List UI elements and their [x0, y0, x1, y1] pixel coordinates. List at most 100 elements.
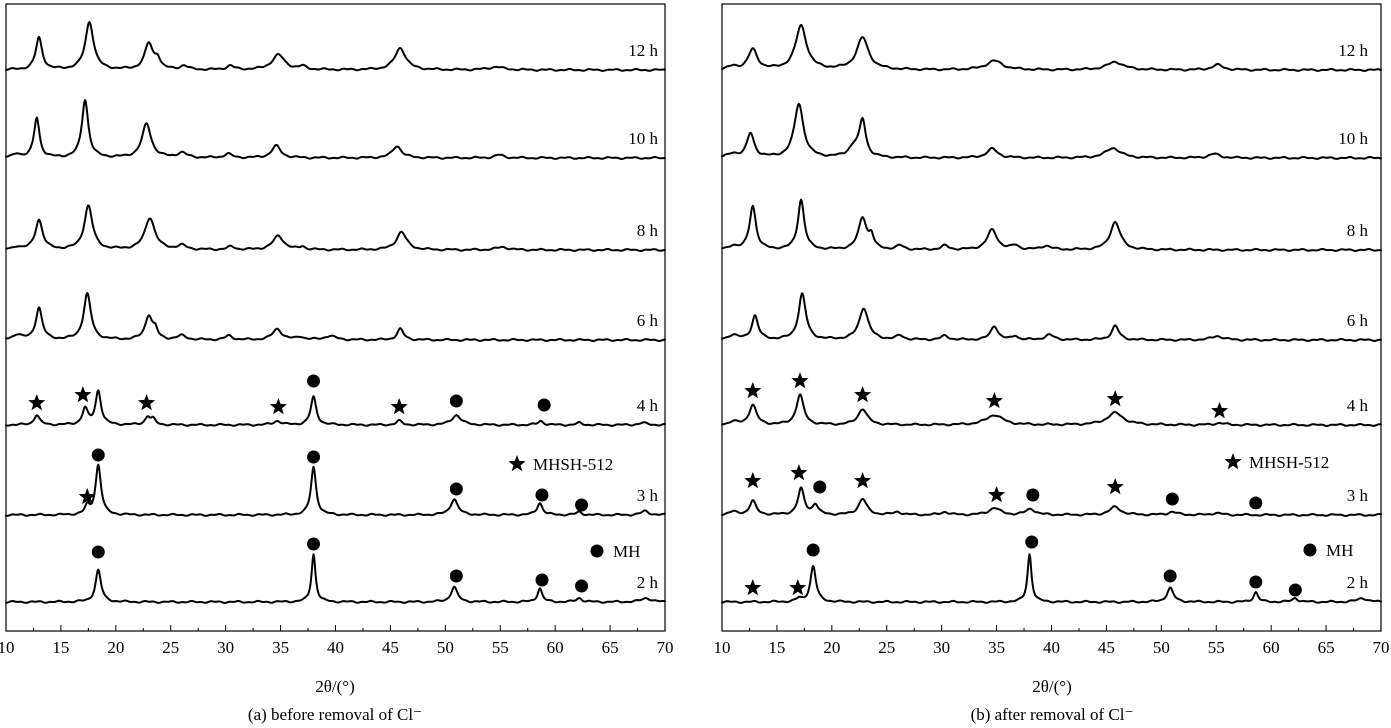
series-labels-b: 12 h 10 h 8 h 6 h 4 h 3 h 2 h — [1338, 41, 1368, 592]
x-tick-label: 20 — [823, 638, 840, 657]
series-label: 3 h — [637, 486, 659, 505]
circle-marker — [91, 545, 105, 559]
panel-after-removal: 10 15 20 25 30 35 40 45 50 55 60 65 70 12 h 10 h 8 h 6 … — [714, 3, 1390, 724]
legend-circle-icon — [590, 544, 604, 558]
series-label: 8 h — [1347, 221, 1369, 240]
panel-before-removal: 10 15 20 25 30 35 40 45 50 55 60 65 70 12 h 10 h 8 h 6 … — [0, 3, 674, 724]
legend-a: MHSH-512 MH — [508, 455, 640, 561]
xrd-trace-2h — [5, 553, 666, 604]
circle-marker — [307, 374, 321, 388]
plot-frame-b — [721, 3, 1382, 632]
legend-circle-icon — [1303, 543, 1317, 557]
xrd-trace-8h — [5, 204, 666, 252]
x-tick-label: 70 — [657, 638, 674, 657]
x-ticks-a: 10 15 20 25 30 35 40 45 50 55 60 65 70 — [0, 625, 674, 657]
x-tick-label: 70 — [1373, 638, 1390, 657]
circle-marker — [537, 398, 551, 412]
x-tick-label: 40 — [1043, 638, 1060, 657]
x-ticks-b: 10 15 20 25 30 35 40 45 50 55 60 65 70 — [714, 625, 1390, 657]
circle-marker — [307, 450, 321, 464]
series-label: 10 h — [1338, 129, 1368, 148]
x-tick-label: 15 — [52, 638, 69, 657]
xrd-trace-10h — [721, 102, 1382, 160]
legend-label: MHSH-512 — [533, 455, 613, 474]
star-marker — [744, 472, 762, 489]
series-label: 4 h — [1347, 396, 1369, 415]
star-marker — [791, 372, 809, 389]
star-marker — [988, 486, 1006, 503]
star-marker — [28, 394, 46, 411]
star-marker — [789, 579, 807, 596]
circle-marker — [1025, 535, 1039, 549]
circle-marker — [575, 579, 589, 593]
circle-marker — [575, 498, 589, 512]
xrd-trace-3h — [5, 463, 666, 517]
series-label: 8 h — [637, 221, 659, 240]
star-marker — [744, 382, 762, 399]
legend-label: MH — [613, 542, 640, 561]
x-tick-label: 65 — [1318, 638, 1335, 657]
x-tick-label: 65 — [602, 638, 619, 657]
x-axis-title-a: 2θ/(°) — [315, 677, 355, 696]
star-marker — [1211, 402, 1229, 419]
x-tick-label: 35 — [272, 638, 289, 657]
circle-marker — [535, 573, 549, 587]
x-tick-label: 10 — [714, 638, 731, 657]
star-marker — [744, 579, 762, 596]
xrd-trace-12h — [721, 23, 1382, 72]
x-tick-label: 20 — [107, 638, 124, 657]
x-tick-label: 60 — [1263, 638, 1280, 657]
star-marker — [78, 488, 96, 505]
legend-label: MHSH-512 — [1249, 453, 1329, 472]
panel-caption-b: (b) after removal of Cl⁻ — [971, 705, 1134, 724]
traces-a — [5, 21, 666, 604]
circle-marker — [1249, 575, 1263, 589]
circle-marker — [806, 543, 820, 557]
series-label: 6 h — [1347, 311, 1369, 330]
series-label: 12 h — [628, 41, 658, 60]
x-axis-title-b: 2θ/(°) — [1032, 677, 1072, 696]
circle-marker — [91, 448, 105, 462]
circle-marker — [449, 394, 463, 408]
xrd-trace-4h — [5, 389, 666, 427]
x-tick-label: 25 — [162, 638, 179, 657]
series-label: 4 h — [637, 396, 659, 415]
series-label: 3 h — [1347, 486, 1369, 505]
star-marker — [985, 392, 1003, 409]
x-tick-label: 50 — [1153, 638, 1170, 657]
legend-star-icon — [508, 455, 526, 472]
x-tick-label: 35 — [988, 638, 1005, 657]
star-marker — [1106, 390, 1124, 407]
x-tick-label: 55 — [492, 638, 509, 657]
legend-star-icon — [1224, 453, 1242, 470]
x-tick-label: 30 — [933, 638, 950, 657]
circle-marker — [535, 488, 549, 502]
xrd-trace-3h — [721, 486, 1382, 517]
star-marker — [790, 464, 808, 481]
xrd-trace-8h — [721, 198, 1382, 252]
series-label: 10 h — [628, 129, 658, 148]
x-tick-label: 45 — [1098, 638, 1115, 657]
circle-marker — [813, 480, 827, 494]
panel-caption-a: (a) before removal of Cl⁻ — [248, 705, 422, 724]
xrd-trace-6h — [721, 292, 1382, 342]
x-tick-label: 25 — [878, 638, 895, 657]
xrd-trace-12h — [5, 21, 666, 72]
xrd-trace-6h — [5, 292, 666, 342]
legend-label: MH — [1326, 541, 1353, 560]
series-label: 2 h — [637, 573, 659, 592]
series-label: 2 h — [1347, 573, 1369, 592]
markers-a — [28, 374, 589, 593]
series-label: 12 h — [1338, 41, 1368, 60]
circle-marker — [449, 482, 463, 496]
star-marker — [854, 386, 872, 403]
x-tick-label: 50 — [437, 638, 454, 657]
series-labels-a: 12 h 10 h 8 h 6 h 4 h 3 h 2 h — [628, 41, 658, 592]
circle-marker — [1026, 488, 1040, 502]
star-marker — [138, 394, 156, 411]
x-tick-label: 60 — [547, 638, 564, 657]
star-marker — [854, 472, 872, 489]
markers-b — [744, 372, 1302, 597]
circle-marker — [1165, 492, 1179, 506]
